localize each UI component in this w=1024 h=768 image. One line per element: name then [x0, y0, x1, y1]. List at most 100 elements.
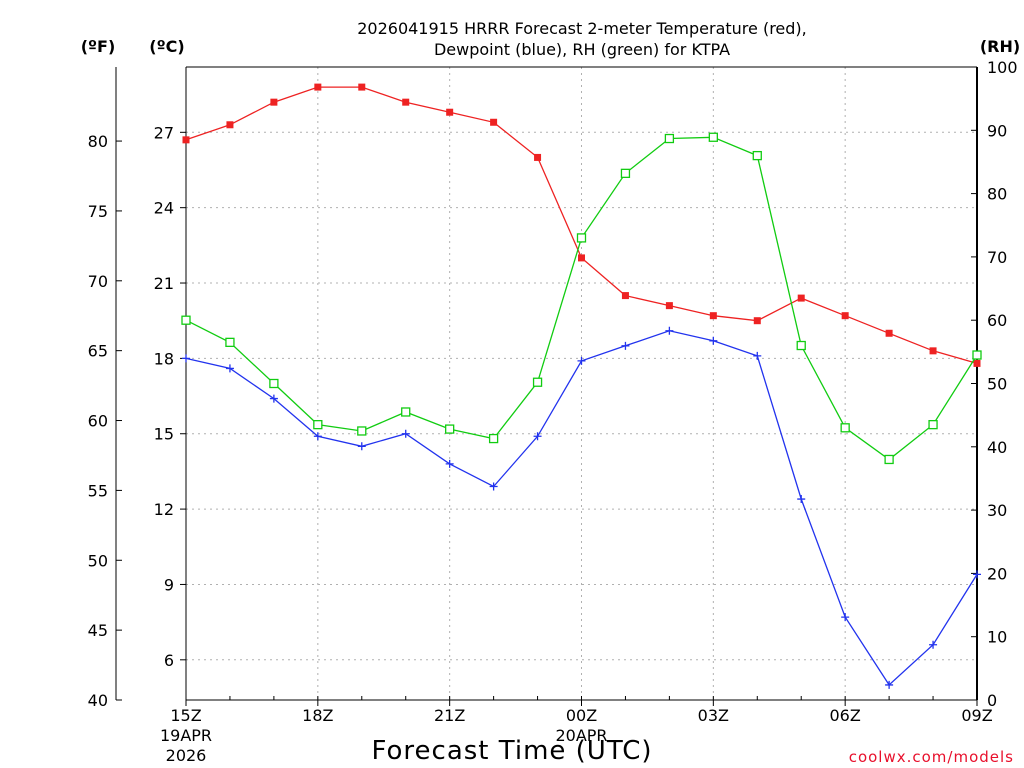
- temperature-point: [358, 83, 366, 91]
- temperature-point: [446, 108, 454, 116]
- time-tick-label: 00Z: [566, 706, 597, 725]
- x-axis-title: Forecast Time (UTC): [371, 736, 652, 766]
- celsius-unit-label: (ºC): [149, 37, 184, 56]
- rh-point: [884, 454, 894, 465]
- dewpoint-point: [489, 482, 498, 491]
- rh-tick-label: 90: [987, 121, 1007, 140]
- dewpoint-point: [269, 394, 278, 403]
- rh-tick-label: 80: [987, 185, 1007, 204]
- rh-tick-label: 30: [987, 501, 1007, 520]
- rh-point: [708, 132, 718, 142]
- dewpoint-point: [577, 356, 586, 365]
- credit-text: coolwx.com/models: [849, 748, 1014, 766]
- rh-point: [796, 340, 806, 351]
- dewpoint-point: [357, 442, 366, 451]
- celsius-tick-label: 6: [164, 651, 174, 670]
- dewpoint-point: [621, 341, 630, 350]
- rh-point: [620, 168, 631, 178]
- celsius-tick-label: 15: [154, 425, 174, 444]
- fahrenheit-axis: 40 45 50 55 60 65 70 75 80: [88, 132, 122, 710]
- temperature-point: [490, 118, 498, 126]
- fahrenheit-tick-label: 60: [88, 412, 108, 431]
- fahrenheit-tick-label: 65: [88, 342, 108, 361]
- data-series: [181, 83, 982, 689]
- fahrenheit-tick-label: 50: [88, 551, 108, 570]
- grid-lines: [186, 67, 977, 700]
- time-tick-label: 03Z: [698, 706, 729, 725]
- temperature-point: [534, 153, 542, 161]
- rh-point: [181, 315, 191, 325]
- rh-point: [269, 378, 279, 389]
- celsius-tick-label: 18: [154, 349, 174, 368]
- temperature-point: [182, 136, 190, 144]
- dewpoint-point: [885, 680, 894, 689]
- celsius-tick-label: 12: [154, 500, 174, 519]
- axes: [115, 66, 978, 701]
- rh-point: [488, 433, 499, 444]
- dewpoint-point: [182, 354, 190, 363]
- temperature-point: [226, 121, 234, 129]
- rh-point: [445, 424, 455, 434]
- rh-unit-label: (RH): [980, 37, 1020, 56]
- dewpoint-point: [445, 459, 454, 468]
- rh-axis: 0 10 20 30 40 50 60 70 80 90 100: [971, 58, 1018, 710]
- rh-tick-label: 100: [987, 58, 1018, 77]
- rh-point: [752, 150, 762, 161]
- rh-point: [972, 350, 982, 360]
- celsius-tick-label: 9: [164, 575, 174, 594]
- rh-tick-label: 60: [987, 311, 1007, 330]
- time-tick-label: 21Z: [434, 706, 465, 725]
- celsius-tick-label: 24: [154, 199, 174, 218]
- dewpoint-point: [665, 326, 674, 335]
- rh-point: [532, 377, 543, 387]
- temperature-point: [797, 294, 805, 302]
- rh-series-line: [185, 136, 978, 461]
- date-tick-label: 19APR: [160, 726, 212, 745]
- rh-point: [313, 419, 323, 430]
- fahrenheit-tick-label: 45: [88, 621, 108, 640]
- dewpoint-point: [709, 336, 718, 345]
- chart-title-line2: Dewpoint (blue), RH (green) for KTPA: [434, 40, 730, 59]
- rh-point: [576, 233, 587, 243]
- time-tick-label: 18Z: [302, 706, 333, 725]
- fahrenheit-tick-label: 80: [88, 132, 108, 151]
- temperature-point: [973, 359, 981, 367]
- rh-tick-label: 10: [987, 628, 1007, 647]
- dewpoint-point: [973, 570, 981, 579]
- time-tick-label: 15Z: [170, 706, 201, 725]
- temperature-point: [621, 292, 629, 300]
- dewpoint-point: [225, 364, 234, 373]
- temperature-point: [841, 312, 849, 320]
- dewpoint-point: [313, 432, 322, 441]
- temperature-point: [885, 329, 893, 337]
- temperature-point: [270, 98, 278, 106]
- temperature-point: [665, 302, 673, 310]
- fahrenheit-tick-label: 70: [88, 272, 108, 291]
- dewpoint-point: [533, 432, 542, 441]
- chart-title-line1: 2026041915 HRRR Forecast 2-meter Tempera…: [357, 19, 807, 38]
- temperature-point: [314, 83, 322, 91]
- temperature-point: [753, 317, 761, 325]
- dewpoint-point: [401, 429, 410, 438]
- rh-tick-label: 20: [987, 564, 1007, 583]
- temperature-point: [578, 254, 585, 262]
- dewpoint-point: [841, 613, 850, 622]
- rh-tick-label: 40: [987, 438, 1007, 457]
- celsius-tick-label: 21: [154, 274, 174, 293]
- rh-point: [357, 426, 367, 436]
- dewpoint-point: [753, 351, 762, 360]
- celsius-tick-label: 27: [154, 123, 174, 142]
- rh-point: [664, 133, 675, 144]
- date-tick-label: 20APR: [555, 726, 607, 745]
- rh-point: [401, 407, 411, 417]
- rh-tick-label: 70: [987, 248, 1007, 267]
- time-tick-label: 06Z: [830, 706, 861, 725]
- temperature-point: [402, 98, 410, 106]
- celsius-axis: 6 9 12 15 18 21 24 27: [154, 123, 186, 670]
- temperature-point: [929, 347, 937, 355]
- fahrenheit-tick-label: 55: [88, 481, 108, 500]
- rh-point: [840, 423, 850, 433]
- fahrenheit-unit-label: (ºF): [81, 37, 116, 56]
